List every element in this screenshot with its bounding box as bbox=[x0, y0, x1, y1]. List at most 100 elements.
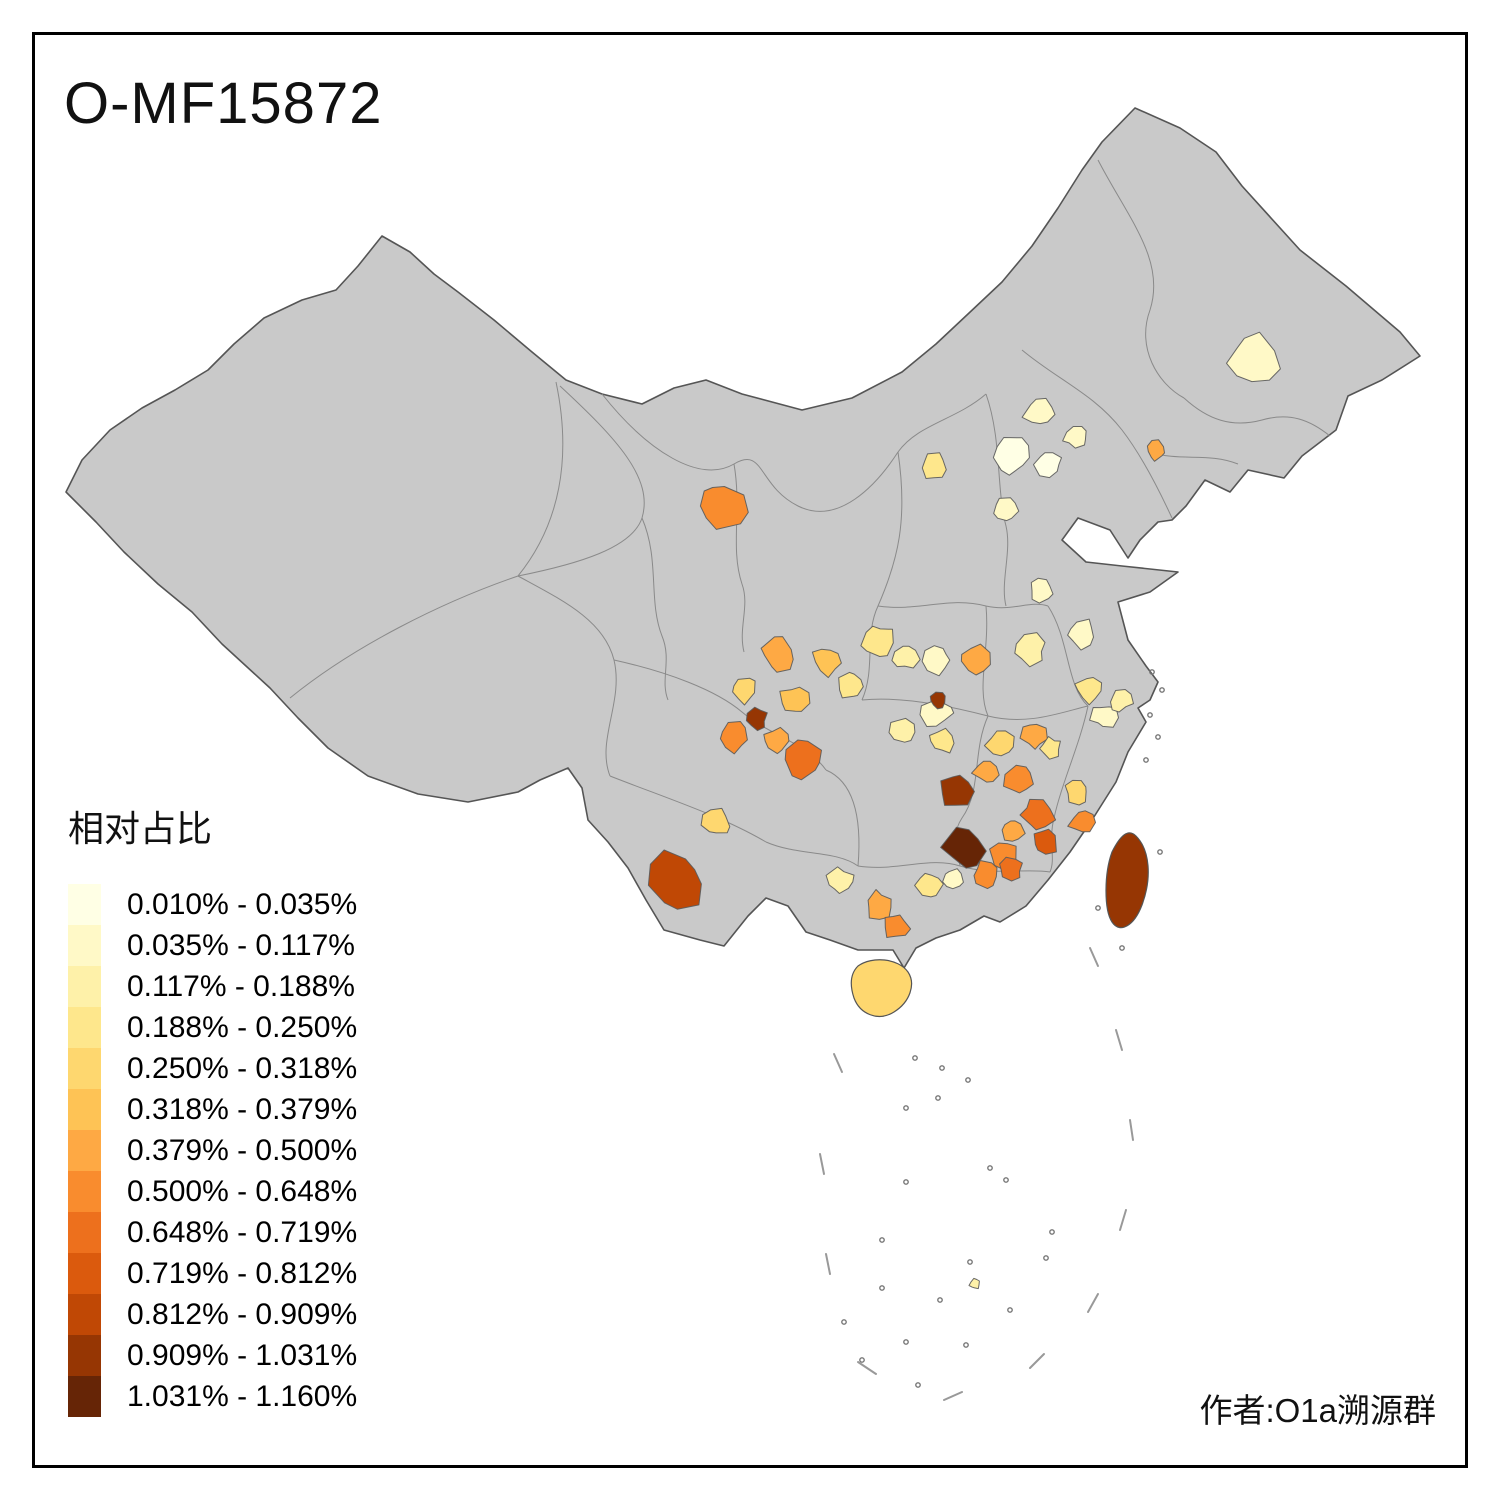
map-region bbox=[1019, 798, 1057, 831]
legend-label: 0.035% - 0.117% bbox=[127, 928, 355, 962]
legend-row: 0.250% - 0.318% bbox=[68, 1048, 357, 1089]
map-region bbox=[999, 856, 1023, 882]
map-region bbox=[1019, 723, 1048, 750]
map-region bbox=[1030, 577, 1054, 604]
legend-swatch bbox=[68, 1171, 101, 1212]
map-region bbox=[929, 691, 946, 710]
map-region bbox=[700, 807, 731, 834]
legend-row: 0.318% - 0.379% bbox=[68, 1089, 357, 1130]
map-title: O-MF15872 bbox=[64, 71, 383, 136]
map-region bbox=[1110, 689, 1134, 713]
map-region bbox=[929, 727, 955, 754]
map-region bbox=[1039, 736, 1061, 760]
legend-swatch bbox=[68, 925, 101, 966]
map-region bbox=[992, 437, 1030, 476]
legend-label: 1.031% - 1.160% bbox=[127, 1379, 358, 1413]
map-region bbox=[1067, 618, 1094, 651]
legend-swatch bbox=[68, 1007, 101, 1048]
map-region bbox=[1062, 426, 1087, 449]
map-region bbox=[1064, 779, 1087, 806]
legend-swatch bbox=[68, 884, 101, 925]
legend-swatch bbox=[68, 1089, 101, 1130]
map-region bbox=[1001, 820, 1026, 842]
map-region bbox=[1146, 439, 1165, 462]
map-region bbox=[838, 671, 864, 699]
map-region bbox=[1074, 677, 1103, 706]
legend-row: 0.010% - 0.035% bbox=[68, 884, 357, 925]
china-mainland bbox=[65, 107, 1421, 969]
legend-label: 0.117% - 0.188% bbox=[127, 969, 355, 1003]
legend-row: 0.909% - 1.031% bbox=[68, 1335, 357, 1376]
legend-swatch bbox=[68, 1253, 101, 1294]
legend-row: 0.812% - 0.909% bbox=[68, 1294, 357, 1335]
map-region bbox=[921, 452, 947, 479]
map-region bbox=[1226, 331, 1281, 383]
taiwan-island bbox=[1105, 832, 1149, 929]
legend-swatch bbox=[68, 1294, 101, 1335]
legend: 相对占比 0.010% - 0.035% 0.035% - 0.117% 0.117… bbox=[68, 800, 357, 1417]
map-region bbox=[1067, 810, 1096, 833]
map-region bbox=[919, 700, 955, 727]
legend-label: 0.010% - 0.035% bbox=[127, 887, 358, 921]
choropleth-regions bbox=[647, 331, 1281, 1290]
legend-swatch bbox=[68, 1130, 101, 1171]
map-region bbox=[960, 643, 991, 676]
legend-row: 0.188% - 0.250% bbox=[68, 1007, 357, 1048]
map-region bbox=[1033, 452, 1062, 479]
legend-swatch bbox=[68, 1335, 101, 1376]
author-credit: 作者:O1a溯源群 bbox=[1199, 1392, 1436, 1429]
map-region bbox=[973, 860, 998, 890]
legend-row: 0.719% - 0.812% bbox=[68, 1253, 357, 1294]
legend-row: 1.031% - 1.160% bbox=[68, 1376, 357, 1417]
legend-row: 0.117% - 0.188% bbox=[68, 966, 357, 1007]
legend-swatch bbox=[68, 1376, 101, 1417]
map-region bbox=[647, 849, 702, 910]
map-region bbox=[921, 645, 951, 677]
legend-label: 0.648% - 0.719% bbox=[127, 1215, 358, 1249]
map-region bbox=[1021, 397, 1056, 425]
legend-row: 0.035% - 0.117% bbox=[68, 925, 357, 966]
map-region bbox=[719, 721, 748, 755]
map-region bbox=[993, 497, 1020, 522]
map-region bbox=[914, 872, 944, 898]
map-region bbox=[779, 686, 811, 712]
legend-swatch bbox=[68, 966, 101, 1007]
legend-label: 0.188% - 0.250% bbox=[127, 1010, 358, 1044]
legend-row: 0.648% - 0.719% bbox=[68, 1212, 357, 1253]
islet-dots bbox=[841, 669, 1165, 1388]
map-region bbox=[940, 826, 987, 869]
map-region bbox=[784, 739, 822, 781]
map-region bbox=[983, 730, 1015, 757]
legend-swatch bbox=[68, 1212, 101, 1253]
legend-label: 0.812% - 0.909% bbox=[127, 1297, 358, 1331]
map-region bbox=[891, 645, 921, 669]
nine-dash-line bbox=[819, 947, 1134, 1401]
map-region bbox=[763, 726, 790, 755]
legend-label: 0.318% - 0.379% bbox=[127, 1092, 358, 1126]
map-region bbox=[745, 706, 768, 732]
legend-rows: 0.010% - 0.035% 0.035% - 0.117% 0.117% - 0… bbox=[68, 884, 357, 1417]
map-region bbox=[888, 717, 916, 743]
legend-label: 0.500% - 0.648% bbox=[127, 1174, 358, 1208]
legend-label: 0.379% - 0.500% bbox=[127, 1133, 358, 1167]
map-region bbox=[860, 625, 894, 657]
legend-title: 相对占比 bbox=[68, 808, 213, 849]
map-region bbox=[1014, 632, 1046, 668]
map-region bbox=[940, 774, 975, 806]
map-region bbox=[971, 760, 1000, 783]
legend-swatch bbox=[68, 1048, 101, 1089]
map-region bbox=[732, 677, 756, 706]
map-region bbox=[811, 648, 842, 679]
hainan-island bbox=[850, 959, 913, 1017]
legend-row: 0.379% - 0.500% bbox=[68, 1130, 357, 1171]
map-region bbox=[884, 914, 912, 938]
map-region bbox=[942, 868, 964, 890]
map-region bbox=[867, 889, 892, 920]
legend-row: 0.500% - 0.648% bbox=[68, 1171, 357, 1212]
map-region bbox=[1033, 828, 1057, 855]
map-region bbox=[699, 486, 749, 530]
legend-label: 0.250% - 0.318% bbox=[127, 1051, 358, 1085]
map-region bbox=[825, 866, 855, 894]
map-region bbox=[760, 636, 794, 673]
